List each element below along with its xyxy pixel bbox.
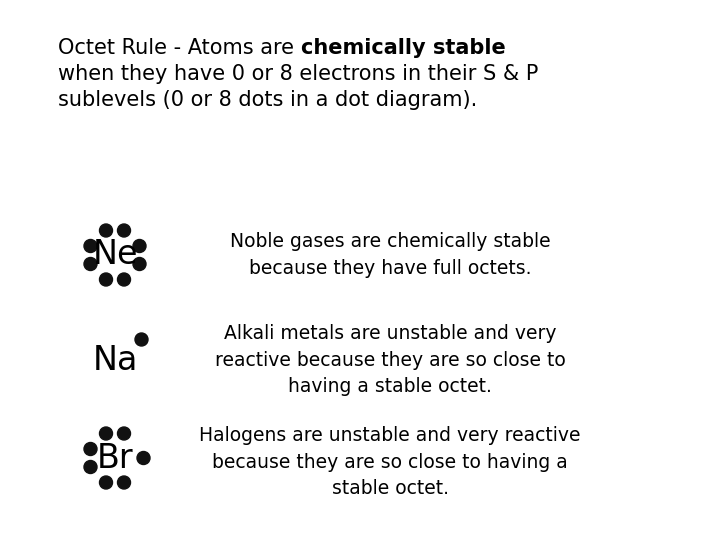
Circle shape	[84, 461, 97, 474]
Circle shape	[117, 476, 130, 489]
Circle shape	[117, 224, 130, 237]
Circle shape	[84, 240, 97, 253]
Circle shape	[133, 258, 146, 271]
Text: chemically stable: chemically stable	[301, 38, 505, 58]
Circle shape	[135, 333, 148, 346]
Circle shape	[84, 442, 97, 456]
Text: Br: Br	[96, 442, 133, 475]
Circle shape	[133, 240, 146, 253]
Text: when they have 0 or 8 electrons in their S & P: when they have 0 or 8 electrons in their…	[58, 64, 539, 84]
Circle shape	[99, 273, 112, 286]
Text: Octet Rule - Atoms are: Octet Rule - Atoms are	[58, 38, 301, 58]
Circle shape	[84, 258, 97, 271]
Text: Ne: Ne	[92, 239, 138, 272]
Circle shape	[137, 451, 150, 464]
Text: Na: Na	[92, 343, 138, 376]
Circle shape	[117, 427, 130, 440]
Text: Noble gases are chemically stable
because they have full octets.: Noble gases are chemically stable becaus…	[230, 232, 550, 278]
Circle shape	[99, 427, 112, 440]
Text: sublevels (0 or 8 dots in a dot diagram).: sublevels (0 or 8 dots in a dot diagram)…	[58, 90, 477, 110]
Text: Alkali metals are unstable and very
reactive because they are so close to
having: Alkali metals are unstable and very reac…	[215, 324, 565, 396]
Circle shape	[117, 273, 130, 286]
Text: Halogens are unstable and very reactive
because they are so close to having a
st: Halogens are unstable and very reactive …	[199, 426, 581, 498]
Circle shape	[99, 476, 112, 489]
Circle shape	[99, 224, 112, 237]
